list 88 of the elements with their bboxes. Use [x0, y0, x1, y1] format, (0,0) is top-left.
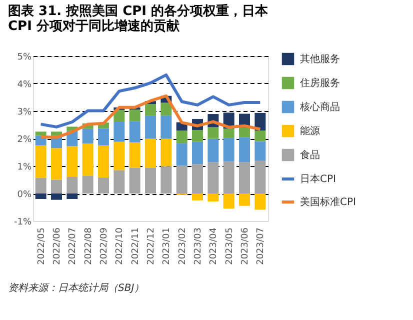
bar: [35, 178, 46, 194]
bar: [208, 194, 219, 202]
y-tick-label: 5%: [17, 52, 32, 62]
x-tick-label: 2023/03: [194, 228, 204, 265]
bar: [145, 116, 156, 139]
bar: [223, 138, 234, 162]
y-tick-label: 4%: [17, 80, 32, 90]
bar: [208, 138, 219, 162]
x-tick-label: 2023/06: [240, 227, 250, 265]
x-tick-label: 2022/06: [52, 227, 62, 265]
bar: [35, 145, 46, 178]
bar: [129, 142, 140, 168]
x-tick-label: 2022/08: [84, 227, 94, 265]
x-tick-label: 2023/07: [256, 228, 266, 265]
bar: [114, 122, 125, 142]
bar: [98, 145, 109, 178]
bar: [223, 128, 234, 138]
bar: [239, 162, 250, 194]
bar: [129, 110, 140, 122]
legend-label: 日本CPI: [300, 173, 336, 185]
y-tick-label: 1%: [17, 162, 32, 172]
bar: [223, 161, 234, 194]
bar: [51, 148, 62, 180]
bar: [192, 194, 203, 200]
bar: [145, 168, 156, 194]
x-tick-label: 2022/11: [130, 228, 141, 265]
bar: [114, 142, 125, 170]
x-tick-label: 2022/09: [100, 227, 110, 265]
bar: [145, 138, 156, 168]
bar: [114, 170, 125, 194]
y-tick-label: 2%: [17, 135, 32, 145]
x-tick-label: 2022/12: [146, 228, 156, 265]
line-series: [39, 73, 262, 128]
bar: [82, 143, 94, 176]
bar: [98, 128, 109, 146]
legend-label: 其他服务: [300, 53, 340, 65]
bar: [160, 102, 172, 116]
bar: [82, 128, 94, 144]
bar: [239, 128, 250, 138]
text: 资料来源：日本统计局（SBJ）: [8, 282, 144, 294]
bar: [192, 164, 203, 194]
x-tick-label: 2023/05: [224, 228, 235, 265]
legend-label: 能源: [300, 125, 320, 137]
legend-label: 美国标准CPI: [300, 196, 356, 208]
bar: [223, 194, 234, 209]
bar: [66, 177, 78, 194]
line-series: [39, 94, 262, 139]
x-tick-label: 2023/04: [209, 227, 220, 265]
bar: [35, 132, 46, 136]
bar: [160, 115, 172, 139]
bar: [129, 121, 140, 142]
bar: [208, 162, 219, 194]
bar: [51, 180, 62, 194]
bar: [176, 130, 188, 144]
x-tick-label: 2022/07: [68, 228, 78, 265]
bar: [239, 137, 250, 162]
x-tick-label: 2022/05: [36, 228, 47, 265]
bar: [145, 104, 156, 116]
y-tick-label: 3%: [17, 108, 32, 118]
bar: [35, 194, 46, 199]
bar: [98, 178, 109, 194]
bar: [254, 194, 266, 210]
legend-label: 住房服务: [300, 77, 340, 89]
bar: [192, 130, 203, 142]
x-tick-label: 2022/10: [115, 227, 126, 265]
x-tick-label: 2023/01: [162, 228, 172, 265]
bar: [192, 142, 203, 164]
bar: [160, 166, 172, 194]
bar: [254, 130, 266, 142]
bar: [176, 166, 188, 194]
bar: [254, 141, 266, 160]
bar: [208, 127, 219, 139]
bar: [239, 194, 250, 206]
bar: [66, 194, 78, 199]
bar: [129, 168, 140, 194]
y-tick-label: -1%: [14, 218, 32, 228]
bar: [82, 176, 94, 194]
bar: [176, 143, 188, 166]
chart-title: 图表 31. 按照美国 CPI 的各分项权重，日本 CPI 分项对于同比增速的贡献: [8, 3, 270, 34]
bar: [254, 112, 266, 131]
x-tick-label: 2023/02: [178, 228, 188, 265]
bar: [66, 146, 78, 177]
bar: [51, 194, 62, 200]
legend-label: 核心商品: [299, 101, 340, 113]
y-tick-label: 0%: [17, 190, 32, 200]
bar: [254, 160, 266, 194]
bar: [160, 138, 172, 166]
legend-label: 食品: [300, 149, 320, 161]
